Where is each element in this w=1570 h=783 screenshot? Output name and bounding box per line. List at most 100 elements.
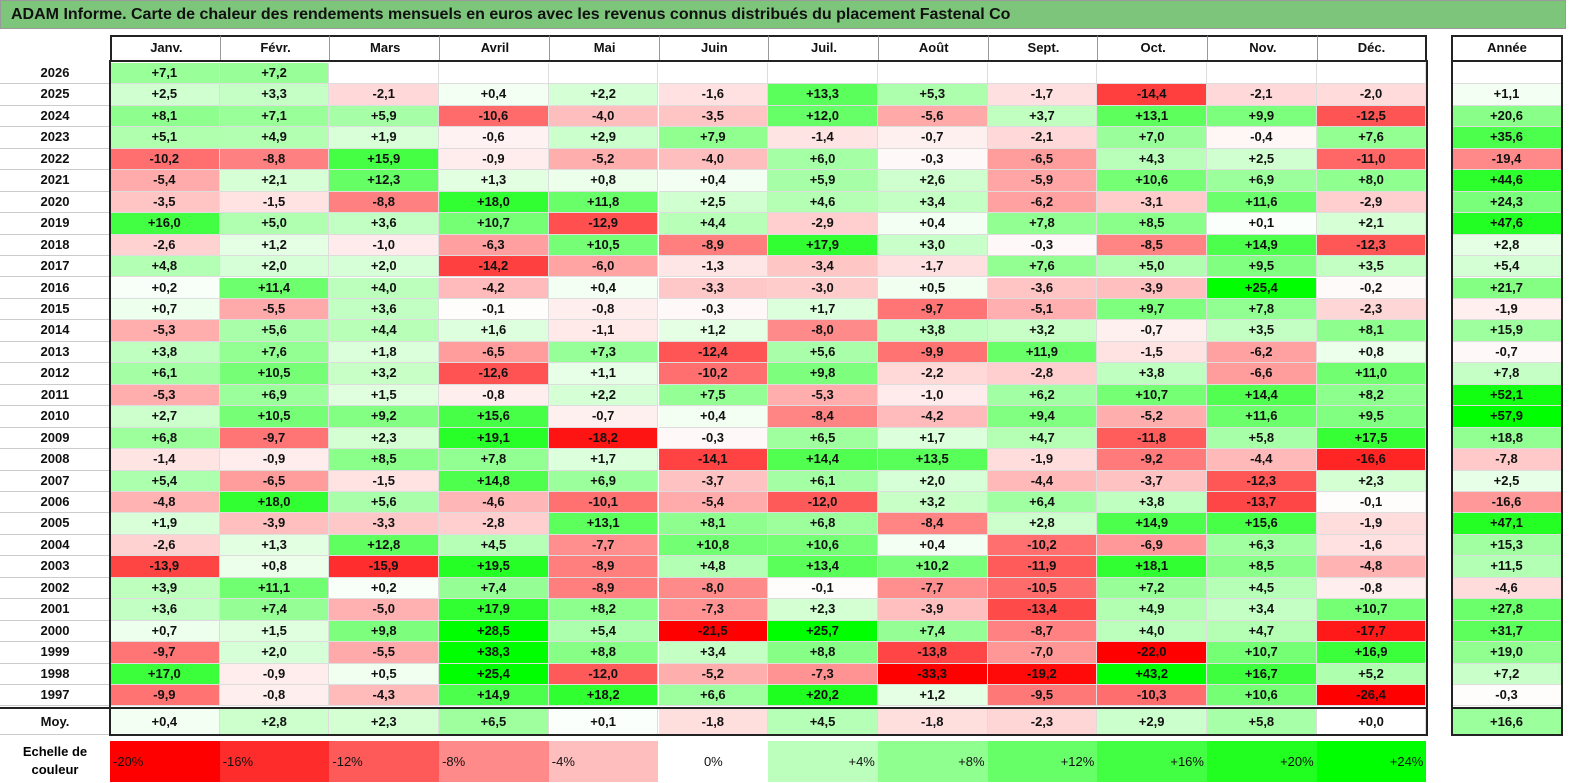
- heatmap-cell: -4,4: [987, 470, 1098, 492]
- heatmap-cell: +5,8: [1207, 427, 1317, 450]
- annual-cell: +27,8: [1451, 599, 1563, 621]
- heatmap-cell: -0,9: [219, 663, 330, 686]
- heatmap-cell: +10,5: [219, 406, 330, 428]
- heatmap-cell: +4,5: [439, 534, 549, 557]
- heatmap-cell: -0,3: [658, 298, 769, 321]
- heatmap-cell: +11,6: [1207, 191, 1317, 214]
- heatmap-cell: +0,7: [110, 298, 220, 321]
- heatmap-cell: +0,8: [219, 556, 330, 578]
- heatmap-cell: -3,6: [987, 277, 1098, 299]
- heatmap-cell: -0,7: [548, 406, 659, 428]
- heatmap-cell: +10,5: [548, 234, 659, 257]
- average-cell: -2,3: [987, 707, 1098, 735]
- heatmap-cell: -3,9: [877, 599, 988, 621]
- heatmap-cell: +10,5: [219, 363, 330, 385]
- heatmap-cell: +6,8: [768, 513, 878, 535]
- heatmap-cell: -1,9: [987, 449, 1098, 471]
- heatmap-cell: -8,0: [768, 320, 878, 342]
- heatmap-cell: +12,3: [329, 170, 440, 192]
- heatmap-cell: +18,2: [548, 685, 659, 707]
- heatmap-cell: +28,5: [439, 620, 549, 643]
- heatmap-cell: +2,2: [548, 84, 659, 106]
- heatmap-cell: +6,9: [219, 384, 330, 407]
- heatmap-cell: +5,0: [1097, 256, 1207, 278]
- heatmap-cell: +13,5: [877, 449, 988, 471]
- heatmap-cell: +5,9: [768, 170, 878, 192]
- heatmap-cell: -3,5: [110, 191, 220, 214]
- heatmap-cell: +3,2: [877, 492, 988, 514]
- average-cell: -1,8: [877, 707, 988, 735]
- annual-cell: -1,9: [1451, 298, 1563, 321]
- heatmap-cell: +2,0: [877, 470, 988, 492]
- heatmap-cell: [1316, 63, 1427, 85]
- heatmap-cell: -4,2: [439, 277, 549, 299]
- heatmap-cell: -14,4: [1097, 84, 1207, 106]
- heatmap-cell: +2,7: [110, 406, 220, 428]
- heatmap-cell: -2,9: [1316, 191, 1427, 214]
- heatmap-cell: +1,6: [439, 320, 549, 342]
- heatmap-cell: +9,5: [1207, 256, 1317, 278]
- heatmap-cell: +14,4: [1207, 384, 1317, 407]
- heatmap-cell: +4,9: [1097, 599, 1207, 621]
- heatmap-cell: -0,6: [439, 127, 549, 149]
- heatmap-cell: +0,8: [548, 170, 659, 192]
- annual-cell: -7,8: [1451, 449, 1563, 471]
- heatmap-cell: -9,5: [987, 685, 1098, 707]
- heatmap-cell: -9,9: [110, 685, 220, 707]
- heatmap-cell: +7,4: [877, 620, 988, 643]
- scale-swatch: +8%: [877, 741, 988, 782]
- heatmap-cell: [548, 63, 659, 85]
- heatmap-cell: +7,4: [219, 599, 330, 621]
- heatmap-cell: -4,8: [1316, 556, 1427, 578]
- annual-cell: +2,5: [1451, 470, 1563, 492]
- annual-cell: +19,0: [1451, 642, 1563, 664]
- annual-cell: +1,1: [1451, 84, 1563, 106]
- heatmap-cell: +8,8: [768, 642, 878, 664]
- heatmap-cell: -2,1: [987, 127, 1098, 149]
- heatmap-cell: -2,2: [877, 363, 988, 385]
- year-label: 2012: [0, 363, 110, 385]
- heatmap-cell: +6,8: [110, 427, 220, 450]
- heatmap-cell: +6,9: [1207, 170, 1317, 192]
- heatmap-cell: +13,1: [1097, 105, 1207, 128]
- heatmap-cell: +9,7: [1097, 298, 1207, 321]
- annual-cell: +7,8: [1451, 363, 1563, 385]
- heatmap-cell: +5,6: [219, 320, 330, 342]
- heatmap-cell: +1,3: [439, 170, 549, 192]
- heatmap-cell: -1,5: [329, 470, 440, 492]
- average-cell: +6,5: [439, 707, 549, 735]
- heatmap-cell: -6,0: [548, 256, 659, 278]
- heatmap-cell: +3,0: [877, 234, 988, 257]
- heatmap-cell: +6,6: [658, 685, 769, 707]
- heatmap-cell: +3,2: [329, 363, 440, 385]
- heatmap-cell: +8,1: [658, 513, 769, 535]
- heatmap-cell: +7,2: [1097, 577, 1207, 600]
- average-cell: +2,3: [329, 707, 440, 735]
- heatmap-cell: +3,8: [1097, 492, 1207, 514]
- year-label: 2021: [0, 170, 110, 192]
- heatmap-cell: -0,9: [219, 449, 330, 471]
- heatmap-cell: -8,7: [987, 620, 1098, 643]
- heatmap-cell: +10,8: [658, 534, 769, 557]
- year-label: 2026: [0, 63, 110, 85]
- heatmap-cell: +5,2: [1316, 663, 1427, 686]
- heatmap-cell: -4,8: [110, 492, 220, 514]
- heatmap-cell: +1,5: [329, 384, 440, 407]
- heatmap-cell: -5,3: [110, 384, 220, 407]
- heatmap-cell: +0,7: [110, 620, 220, 643]
- heatmap-cell: -7,7: [548, 534, 659, 557]
- heatmap-cell: +6,1: [768, 470, 878, 492]
- heatmap-cell: -3,9: [219, 513, 330, 535]
- heatmap-cell: +2,0: [329, 256, 440, 278]
- heatmap-cell: +0,4: [548, 277, 659, 299]
- heatmap-cell: -11,0: [1316, 148, 1427, 171]
- column-header: Août: [877, 35, 989, 62]
- heatmap-cell: -9,7: [219, 427, 330, 450]
- scale-label: Echelle de couleur: [22, 744, 88, 777]
- annual-cell: +35,6: [1451, 127, 1563, 149]
- heatmap-cell: +18,1: [1097, 556, 1207, 578]
- annual-cell: +47,1: [1451, 513, 1563, 535]
- heatmap-cell: +7,2: [219, 63, 330, 85]
- heatmap-cell: +2,5: [658, 191, 769, 214]
- heatmap-cell: +15,6: [1207, 513, 1317, 535]
